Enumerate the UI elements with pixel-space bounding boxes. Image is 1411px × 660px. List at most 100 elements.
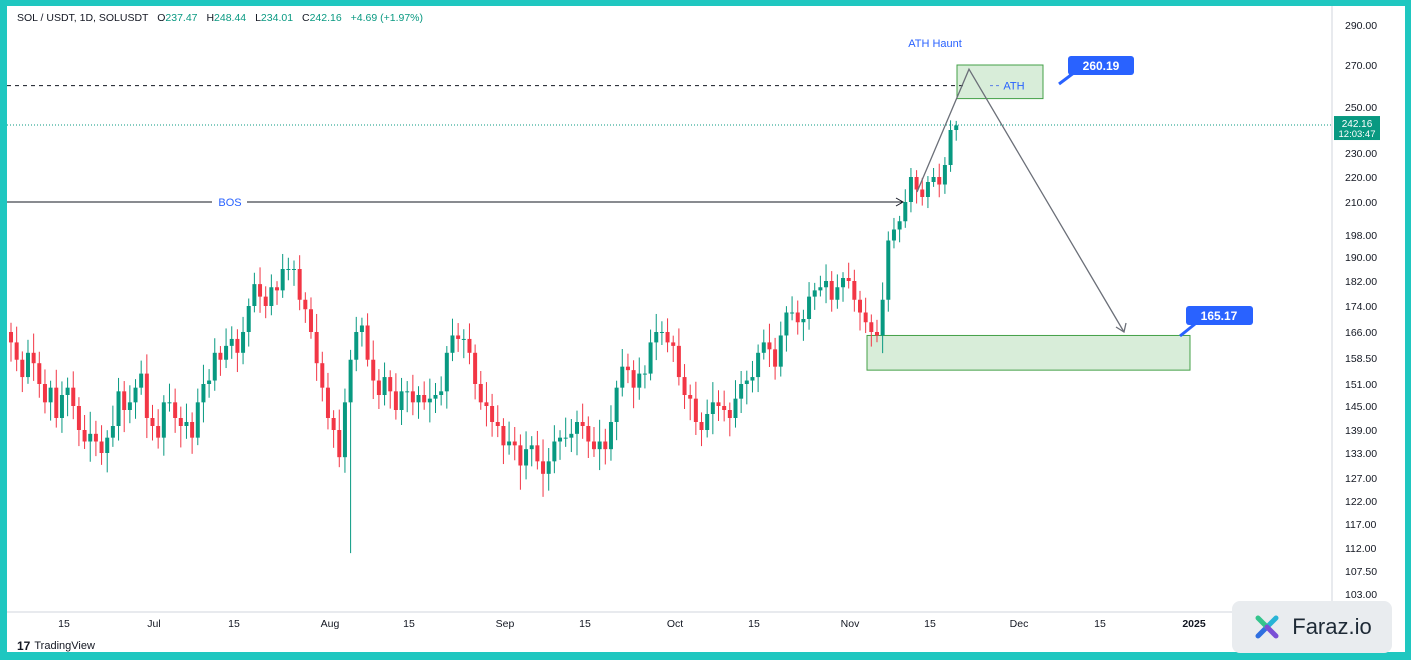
ath-callout-box [1068,56,1134,75]
candle-body [767,342,772,350]
candle-body [716,402,721,406]
candle-body [456,335,461,339]
ohlc-legend: SOL / USDT, 1D, SOLUSDT O237.47 H248.44 … [17,12,423,24]
candle-body [365,325,370,360]
y-tick-label: 290.00 [1345,20,1377,32]
candle-body [591,441,596,450]
candle-body [359,325,364,332]
bos-arrowhead [895,197,905,207]
ath-label: ATH [1003,81,1024,93]
candle-body [82,430,87,442]
last-price-tag-bg [1334,116,1380,141]
x-tick-label: 15 [228,618,240,630]
candle-body [665,332,670,343]
candle-body [874,332,879,336]
candle-body [269,287,274,306]
tradingview-logo[interactable]: 17 TradingView [17,639,95,652]
candle-body [433,395,438,399]
candle-body [575,422,579,434]
candle-body [207,380,212,384]
candle-body [71,387,76,406]
candle-body [727,410,732,418]
annotation-labels: BOS ATH Haunt ATH 260.19 165.17 242.1612:03:4… [218,38,1380,338]
candle-body [614,387,619,422]
candle-body [218,352,223,360]
candle-body [308,309,313,332]
y-tick-label: 190.00 [1345,252,1377,264]
candle-body [620,366,625,388]
candle-body [59,395,64,418]
candle-body [241,332,246,353]
low-value: 234.01 [260,12,294,24]
candle-body [518,445,523,466]
candle-body [14,342,19,360]
candle-body [167,402,172,404]
candle-body [190,422,195,438]
faraz-badge[interactable]: Faraz.io [1232,601,1392,653]
candle-body [903,202,908,222]
candle-body [393,391,398,410]
candle-body [733,398,738,418]
ath-haunt-label: ATH Haunt [908,38,962,50]
candle-body [507,441,512,446]
y-tick-label: 182.00 [1345,276,1377,288]
candle-body [416,395,421,403]
candle-body [422,395,427,403]
candle-body [25,352,30,378]
x-tick-label: 2025 [1182,618,1206,630]
candle-body [76,406,81,430]
candle-body [156,426,161,438]
y-tick-label: 230.00 [1345,148,1377,160]
candle-body [478,384,483,403]
y-tick-label: 122.00 [1345,496,1377,508]
x-tick-label: 15 [579,618,591,630]
candle-body [818,287,823,291]
open-label: O [157,12,166,24]
candle-body [444,352,449,392]
candle-body [331,418,336,430]
candle-body [212,352,217,381]
close-value: 242.16 [309,12,342,24]
candles [9,120,959,554]
target-zone [866,334,1191,371]
x-tick-label: 15 [403,618,415,630]
open-value: 237.47 [165,12,198,24]
y-tick-label: 151.00 [1345,379,1377,391]
candle-body [467,338,472,353]
candle-body [139,373,144,388]
candle-body [750,377,755,381]
candle-body [937,177,942,185]
candle-body [761,342,766,353]
candle-body [178,418,183,426]
candle-body [342,402,347,458]
price-chart[interactable]: 290.00 270.00 250.00 230.00 220.00 210.00 198.… [7,6,1405,652]
candle-body [501,426,506,446]
candle-body [699,422,704,430]
candle-body [603,441,608,450]
faraz-logo-icon [1255,615,1279,639]
candle-body [722,406,727,410]
target-level-callout: 165.17 [1179,306,1253,338]
y-tick-label: 133.00 [1345,448,1377,460]
projection-arrowhead [1115,322,1127,334]
change-value: +4.69 (+1.97%) [350,12,423,24]
candle-body [546,461,551,474]
candle-body [705,414,710,430]
tradingview-icon: 17 [17,639,31,652]
candle-body [150,418,155,426]
x-tick-label: Jul [147,618,160,630]
candle-body [631,370,636,388]
y-tick-label: 270.00 [1345,60,1377,72]
candle-body [790,312,795,314]
candle-body [20,359,25,378]
x-tick-label: Nov [841,618,860,630]
candle-body [841,278,846,288]
candle-body [569,433,574,438]
x-tick-label: Oct [667,618,683,630]
bos-label: BOS [218,197,241,209]
bar-countdown: 12:03:47 [1339,129,1376,140]
candle-body [410,391,415,403]
candle-body [42,384,47,403]
candle-body [773,349,778,367]
